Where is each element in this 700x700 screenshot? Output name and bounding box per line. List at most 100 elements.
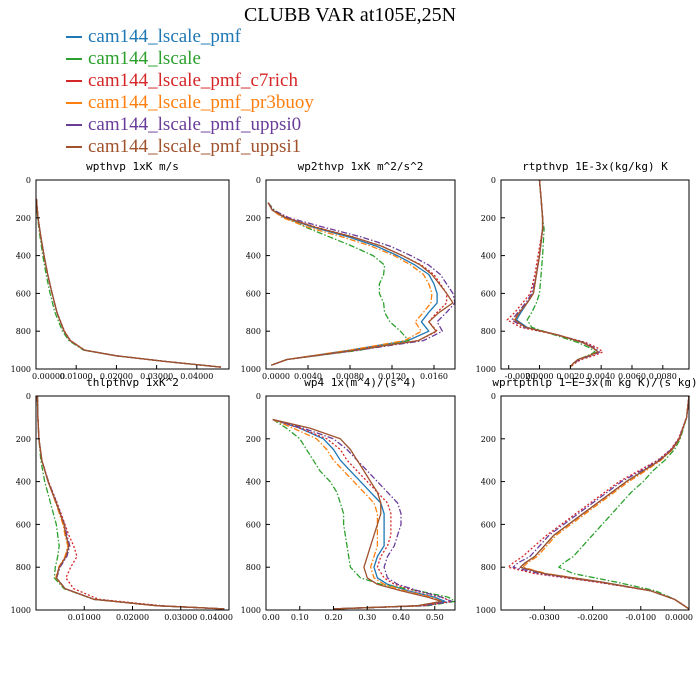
series-line	[519, 395, 690, 610]
figure-title: CLUBB VAR at105E,25N	[243, 4, 457, 26]
legend-label: cam144_lscale	[88, 48, 201, 69]
x-tick-label: -0.0020	[505, 372, 536, 381]
chart-panel: rtpthvp 1E-3x(kg/kg) K 0 200 400 600 800 1000-…	[476, 160, 690, 381]
legend: cam144_lscale_pmf cam144_lscale cam144_l…	[66, 26, 314, 158]
y-tick-label: 0	[491, 176, 496, 185]
y-tick-label: 400	[481, 478, 496, 487]
plot-frame	[265, 179, 456, 370]
chart-panel: wprtpthlp 1−E−3x(m kg K)/(s kg) 0 200 400 60…	[476, 376, 698, 622]
series-line	[272, 418, 446, 610]
legend-item: cam144_lscale_pmf_c7rich	[66, 70, 314, 92]
series-line	[267, 202, 454, 366]
series-line	[36, 395, 225, 610]
series-line	[35, 198, 222, 368]
legend-swatch	[66, 36, 82, 38]
x-tick-label: 0.0120	[378, 372, 406, 381]
y-tick-label: 400	[16, 478, 31, 487]
legend-swatch	[66, 80, 82, 82]
series-line	[35, 198, 222, 368]
series-line	[272, 418, 443, 610]
y-tick-label: 800	[481, 563, 496, 572]
series-line	[36, 395, 225, 610]
legend-label: cam144_lscale_pmf	[88, 26, 242, 47]
x-tick-label: 0.0060	[618, 372, 646, 381]
y-tick-label: 400	[481, 252, 496, 261]
chart-panel: wp2thvp 1xK m^2/s^2020040060080010000.00…	[241, 160, 456, 381]
y-tick-label: 0	[256, 392, 261, 401]
x-tick-label: 0.02000	[116, 613, 149, 622]
y-tick-label: 800	[246, 563, 261, 572]
legend-swatch	[66, 58, 82, 60]
plot-frame	[35, 395, 230, 611]
legend-swatch	[66, 124, 82, 126]
x-tick-label: 0.00	[262, 613, 280, 622]
plot-frame	[265, 395, 456, 611]
legend-item: cam144_lscale	[66, 48, 314, 70]
series-line	[267, 202, 438, 366]
plot-frame	[35, 179, 230, 370]
y-tick-label: 1000	[476, 365, 496, 374]
series-line	[36, 395, 225, 610]
series-line	[35, 198, 222, 368]
legend-item: cam144_lscale_pmf_uppsi1	[66, 136, 314, 158]
y-tick-label: 600	[16, 520, 31, 529]
panel-title: wp4 1x(m^4)/(s^4)	[304, 376, 417, 389]
y-tick-label: 600	[246, 520, 261, 529]
y-tick-label: 800	[16, 563, 31, 572]
y-tick-label: 400	[16, 252, 31, 261]
y-tick-label: 200	[481, 214, 496, 223]
series-line	[272, 418, 453, 610]
y-tick-label: 200	[481, 435, 496, 444]
series-line	[267, 202, 456, 366]
panel-title: thlpthvp 1xK^2	[86, 376, 179, 389]
series-line	[272, 418, 453, 610]
y-tick-label: 0	[256, 176, 261, 185]
series-line	[35, 198, 222, 368]
series-line	[267, 202, 410, 366]
series-line	[522, 395, 690, 610]
y-tick-label: 600	[16, 289, 31, 298]
y-tick-label: 800	[16, 327, 31, 336]
x-tick-label: -0.0100	[625, 613, 656, 622]
y-tick-label: 0	[26, 176, 31, 185]
panel-title: wp2thvp 1xK m^2/s^2	[298, 160, 424, 173]
y-tick-label: 0	[491, 392, 496, 401]
series-line	[515, 179, 599, 368]
x-tick-label: 0.04000	[180, 372, 213, 381]
series-line	[519, 395, 690, 610]
plot-frame	[500, 395, 690, 611]
series-line	[512, 179, 599, 368]
y-tick-label: 1000	[11, 606, 31, 615]
y-tick-label: 200	[246, 214, 261, 223]
series-line	[35, 198, 222, 368]
y-tick-label: 400	[246, 478, 261, 487]
series-line	[36, 395, 225, 610]
series-line	[511, 179, 601, 368]
series-line	[512, 395, 690, 610]
y-tick-label: 200	[16, 435, 31, 444]
legend-label: cam144_lscale_pmf_pr3buoy	[88, 92, 314, 113]
y-tick-label: 1000	[476, 606, 496, 615]
y-tick-label: 600	[246, 289, 261, 298]
x-tick-label: 0.50	[426, 613, 444, 622]
series-line	[36, 395, 225, 610]
legend-label: cam144_lscale_pmf_uppsi0	[88, 114, 302, 135]
legend-item: cam144_lscale_pmf_uppsi0	[66, 114, 314, 136]
y-tick-label: 1000	[11, 365, 31, 374]
series-line	[272, 418, 456, 610]
x-tick-label: 0.01000	[60, 372, 93, 381]
chart-panel: thlpthvp 1xK^2 0 200 400 600 800 1000 0.01000 0.…	[11, 376, 233, 622]
x-tick-label: 0.03000	[164, 613, 197, 622]
legend-swatch	[66, 146, 82, 148]
legend-swatch	[66, 102, 82, 104]
y-tick-label: 800	[246, 327, 261, 336]
x-tick-label: 0.02000	[100, 372, 133, 381]
x-tick-label: 0.0000	[526, 372, 554, 381]
x-tick-label: 0.04000	[200, 613, 233, 622]
y-tick-label: 1000	[241, 606, 261, 615]
x-tick-label: 0.0080	[649, 372, 677, 381]
series-line	[514, 179, 599, 368]
x-tick-label: 0.03000	[140, 372, 173, 381]
